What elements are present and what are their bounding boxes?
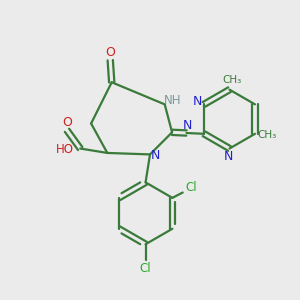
Text: CH₃: CH₃ (223, 75, 242, 85)
Text: CH₃: CH₃ (258, 130, 277, 140)
Text: Cl: Cl (140, 262, 152, 275)
Text: N: N (151, 149, 160, 162)
Text: N: N (223, 150, 233, 163)
Text: Cl: Cl (186, 181, 197, 194)
Text: N: N (193, 95, 202, 108)
Text: HO: HO (56, 143, 74, 157)
Text: N: N (183, 118, 193, 131)
Text: NH: NH (164, 94, 182, 107)
Text: O: O (105, 46, 115, 59)
Text: O: O (62, 116, 72, 129)
